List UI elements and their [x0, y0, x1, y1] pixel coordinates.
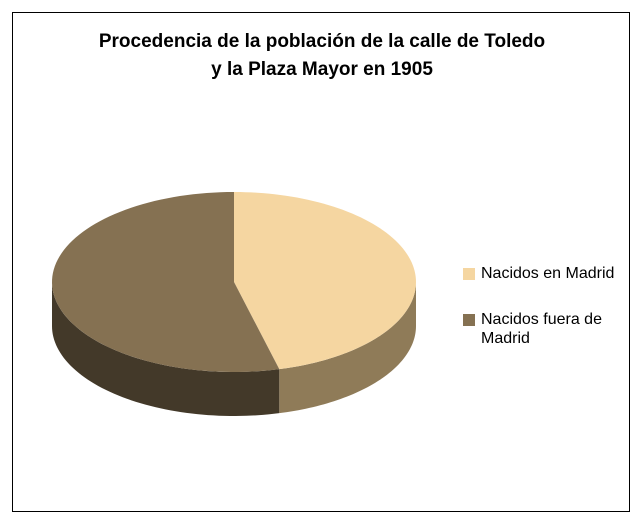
chart-title: Procedencia de la población de la calle … — [98, 31, 546, 80]
legend-label: Nacidos en Madrid — [481, 265, 615, 282]
pie-slice — [234, 192, 416, 370]
legend-swatch — [463, 268, 475, 280]
legend-item: Nacidos en Madrid — [463, 264, 626, 283]
pie-side — [279, 282, 416, 414]
pie-side — [52, 282, 280, 416]
legend-label: Nacidos fuera de Madrid — [481, 311, 602, 347]
legend-swatch — [463, 314, 475, 326]
legend-item: Nacidos fuera de Madrid — [463, 310, 626, 348]
pie-slice — [52, 192, 280, 372]
